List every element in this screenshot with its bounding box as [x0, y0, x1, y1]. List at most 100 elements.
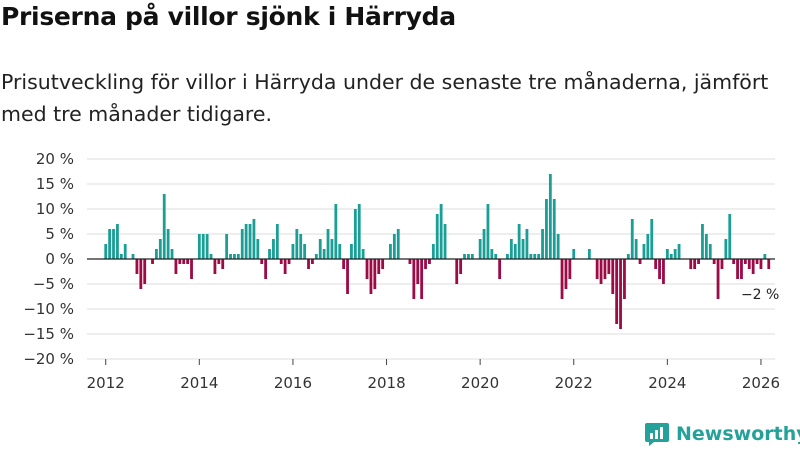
- bar: [353, 209, 357, 259]
- bar: [295, 229, 299, 259]
- bar: [236, 254, 240, 259]
- bar: [517, 224, 521, 259]
- bar: [264, 259, 268, 279]
- bar: [330, 239, 334, 259]
- bar: [260, 259, 264, 264]
- bar: [244, 224, 248, 259]
- bar: [619, 259, 622, 329]
- y-tick-label: 10 %: [36, 200, 74, 218]
- y-tick-label: 5 %: [45, 225, 74, 243]
- y-tick-label: 15 %: [36, 175, 74, 193]
- bar: [642, 244, 646, 259]
- bar: [541, 229, 544, 259]
- bar: [112, 229, 115, 259]
- bar: [662, 259, 665, 284]
- bar: [392, 234, 396, 259]
- bar: [135, 259, 139, 274]
- bar: [767, 259, 771, 269]
- bar: [572, 249, 576, 259]
- bar: [381, 259, 385, 269]
- bar: [322, 249, 326, 259]
- bar: [689, 259, 693, 269]
- bar: [747, 259, 751, 269]
- bar: [283, 259, 287, 274]
- chart-subtitle: Prisutveckling för villor i Härryda unde…: [1, 70, 769, 126]
- bar: [759, 259, 763, 269]
- bar: [412, 259, 416, 299]
- last-value-annotation: −2 %: [741, 287, 779, 303]
- newsworthy-logo-icon: [645, 423, 669, 446]
- bar: [650, 219, 654, 259]
- bar: [740, 259, 743, 279]
- bar: [213, 259, 217, 274]
- bar: [509, 239, 513, 259]
- bar: [299, 234, 303, 259]
- bar: [365, 259, 369, 279]
- bar: [704, 234, 708, 259]
- x-tick-label: 2026: [742, 374, 780, 392]
- bar: [470, 254, 474, 259]
- bar: [607, 259, 611, 274]
- bar: [197, 234, 201, 259]
- bar: [763, 254, 767, 259]
- bar: [186, 259, 190, 264]
- bar: [482, 229, 486, 259]
- bar: [533, 254, 537, 259]
- bar: [654, 259, 658, 269]
- bar: [439, 204, 443, 259]
- bar: [556, 234, 560, 259]
- bar: [268, 249, 271, 259]
- bar: [209, 254, 213, 259]
- newsworthy-logo: Newsworthy: [644, 420, 800, 448]
- x-tick-label: 2014: [180, 374, 218, 392]
- bar: [416, 259, 420, 284]
- bar: [272, 239, 275, 259]
- bar: [252, 219, 256, 259]
- bar: [513, 244, 517, 259]
- y-tick-label: −5 %: [33, 275, 74, 293]
- bar: [350, 244, 353, 259]
- bar: [326, 229, 330, 259]
- newsworthy-logo-text: Newsworthy: [676, 423, 800, 445]
- bar: [182, 259, 186, 264]
- bar: [459, 259, 463, 274]
- bar: [467, 254, 470, 259]
- bar: [568, 259, 572, 279]
- bar: [357, 204, 361, 259]
- bar: [408, 259, 412, 264]
- bar: [701, 224, 704, 259]
- bar: [599, 259, 603, 284]
- bar: [595, 259, 599, 279]
- bar: [318, 239, 322, 259]
- x-tick-label: 2024: [648, 374, 686, 392]
- bar: [743, 259, 747, 264]
- bar: [108, 229, 112, 259]
- bar: [638, 259, 642, 264]
- bar: [658, 259, 661, 279]
- bar: [373, 259, 377, 289]
- bar: [139, 259, 143, 289]
- y-tick-label: −15 %: [23, 325, 74, 343]
- bar: [240, 229, 244, 259]
- bar: [478, 239, 482, 259]
- bar: [736, 259, 739, 279]
- bars-layer: [104, 174, 771, 329]
- bar: [166, 229, 170, 259]
- bar: [233, 254, 236, 259]
- bar: [712, 259, 716, 264]
- y-tick-label: −20 %: [23, 350, 74, 368]
- bar: [361, 249, 365, 259]
- bar: [314, 254, 318, 259]
- bar: [377, 259, 381, 274]
- y-tick-label: −10 %: [23, 300, 74, 318]
- y-tick-label: 0 %: [45, 250, 74, 268]
- bar: [131, 254, 135, 259]
- bar: [162, 194, 166, 259]
- bar: [537, 254, 541, 259]
- bar: [498, 259, 502, 279]
- bar: [334, 204, 338, 259]
- bar: [529, 254, 533, 259]
- bar: [123, 244, 127, 259]
- bar: [626, 254, 630, 259]
